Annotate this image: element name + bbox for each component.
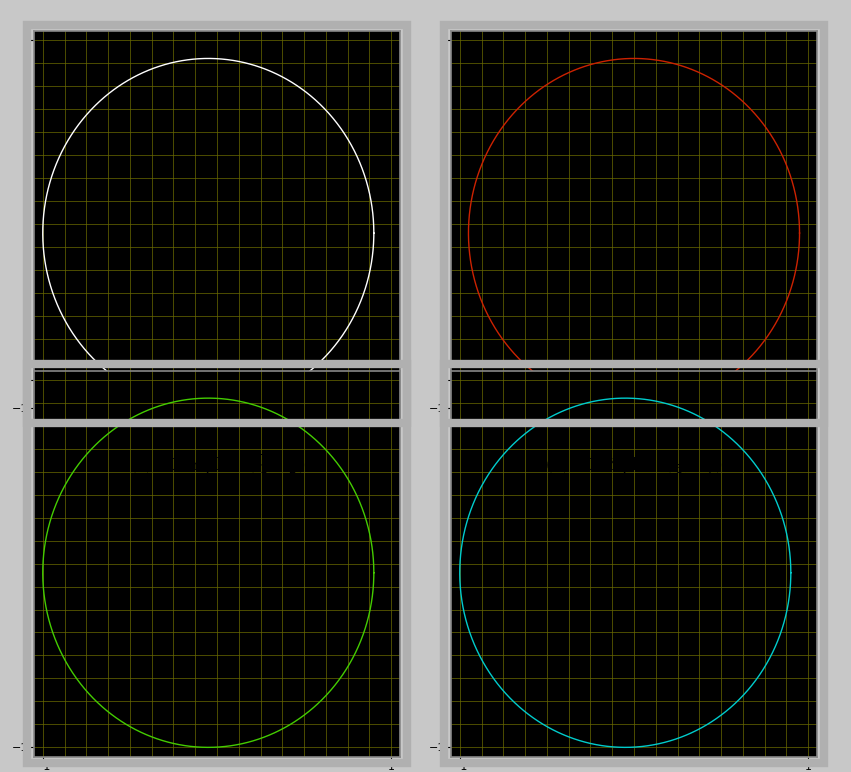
Text: (b)  X$-$Y plot  ($\overline{I}_3$,  $\overline{I}_{4'}$): (b) X$-$Y plot ($\overline{I}_3$, $\over… (545, 452, 722, 477)
Text: (a)  X$-$Y plot  ($\overline{I}_1$,  $\overline{I}_{2'}$): (a) X$-$Y plot ($\overline{I}_1$, $\over… (129, 452, 306, 477)
